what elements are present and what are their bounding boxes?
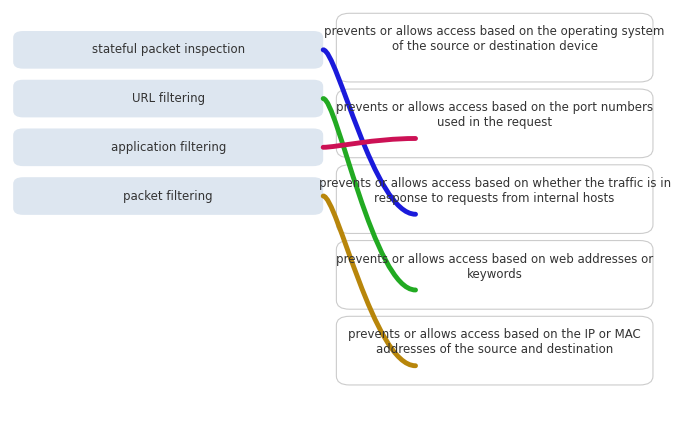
FancyBboxPatch shape: [13, 31, 323, 69]
FancyBboxPatch shape: [13, 177, 323, 215]
Text: prevents or allows access based on whether the traffic is in
response to request: prevents or allows access based on wheth…: [318, 177, 671, 205]
FancyBboxPatch shape: [13, 128, 323, 166]
Text: prevents or allows access based on the operating system
of the source or destina: prevents or allows access based on the o…: [325, 25, 665, 54]
FancyBboxPatch shape: [337, 316, 653, 385]
Text: application filtering: application filtering: [111, 141, 226, 154]
Text: prevents or allows access based on the IP or MAC
addresses of the source and des: prevents or allows access based on the I…: [349, 328, 641, 357]
Text: prevents or allows access based on the port numbers
used in the request: prevents or allows access based on the p…: [336, 101, 653, 129]
Text: packet filtering: packet filtering: [123, 190, 213, 202]
Text: stateful packet inspection: stateful packet inspection: [92, 43, 245, 56]
FancyBboxPatch shape: [337, 241, 653, 309]
FancyBboxPatch shape: [337, 165, 653, 233]
Text: URL filtering: URL filtering: [132, 92, 205, 105]
FancyBboxPatch shape: [337, 13, 653, 82]
FancyBboxPatch shape: [13, 80, 323, 117]
FancyBboxPatch shape: [337, 89, 653, 158]
Text: prevents or allows access based on web addresses or
keywords: prevents or allows access based on web a…: [336, 253, 653, 281]
